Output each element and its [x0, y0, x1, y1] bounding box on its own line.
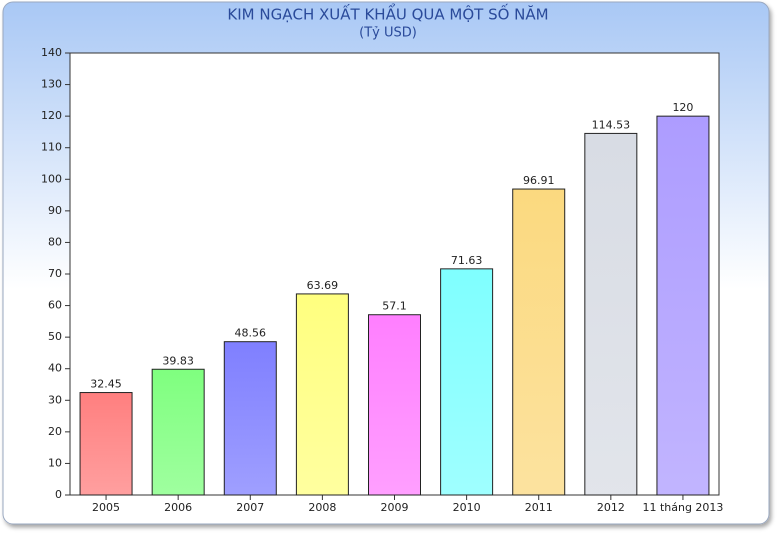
- x-tick-label: 11 tháng 2013: [642, 501, 723, 514]
- bar: [223, 341, 277, 496]
- y-tick-label: 10: [48, 456, 62, 469]
- x-tick-label: 2010: [453, 501, 481, 514]
- bar: [151, 368, 205, 496]
- x-tick-label: 2009: [381, 501, 409, 514]
- bar: [440, 268, 494, 496]
- bar: [512, 188, 566, 496]
- bar: [656, 115, 710, 496]
- data-label: 63.69: [307, 279, 339, 292]
- y-tick-label: 70: [48, 267, 62, 280]
- y-tick-label: 20: [48, 425, 62, 438]
- x-tick-label: 2005: [92, 501, 120, 514]
- data-label: 96.91: [523, 174, 555, 187]
- y-tick-label: 50: [48, 330, 62, 343]
- y-tick-label: 0: [55, 488, 62, 501]
- y-tick-label: 110: [41, 141, 62, 154]
- x-tick-label: 2007: [236, 501, 264, 514]
- bar: [79, 392, 133, 496]
- y-tick-label: 130: [41, 78, 62, 91]
- bar: [368, 314, 421, 496]
- bar: [584, 132, 638, 496]
- y-tick-label: 120: [41, 109, 62, 122]
- chart-subtitle: (Tỷ USD): [359, 26, 417, 41]
- y-tick-label: 40: [48, 362, 62, 375]
- data-label: 32.45: [90, 378, 122, 391]
- x-tick-label: 2008: [308, 501, 336, 514]
- y-tick-label: 90: [48, 204, 62, 217]
- chart-title: KIM NGẠCH XUẤT KHẨU QUA MỘT SỐ NĂM: [227, 3, 548, 24]
- data-label: 71.63: [451, 254, 483, 267]
- x-tick-label: 2012: [597, 501, 625, 514]
- data-label: 114.53: [592, 118, 631, 131]
- data-label: 39.83: [162, 354, 194, 367]
- data-label: 48.56: [235, 327, 267, 340]
- y-tick-label: 60: [48, 299, 62, 312]
- y-tick-label: 140: [41, 46, 62, 59]
- y-tick-label: 80: [48, 235, 62, 248]
- data-label: 57.1: [382, 300, 407, 313]
- data-label: 120: [672, 101, 693, 114]
- x-tick-label: 2011: [525, 501, 553, 514]
- bar: [295, 293, 349, 496]
- y-tick-label: 30: [48, 393, 62, 406]
- y-tick-label: 100: [41, 172, 62, 185]
- x-tick-label: 2006: [164, 501, 192, 514]
